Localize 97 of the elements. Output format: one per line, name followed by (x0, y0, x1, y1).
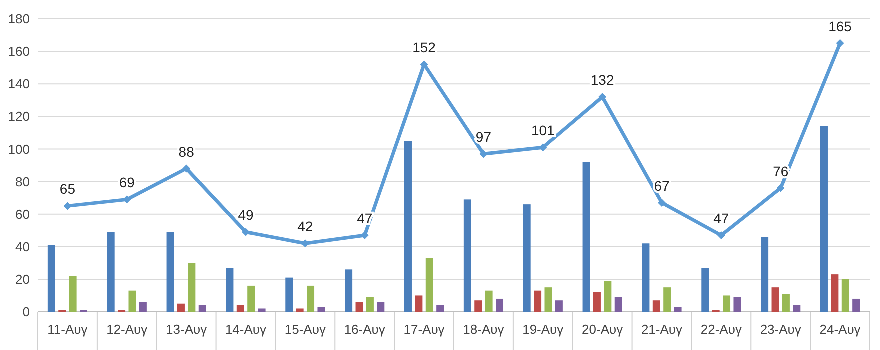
bar (523, 204, 531, 312)
bar (496, 298, 504, 312)
bar (107, 232, 115, 312)
point (598, 93, 607, 102)
x-tick-label: 14-Αυγ (225, 322, 268, 337)
data-label: 152 (412, 40, 436, 56)
bar (474, 300, 482, 312)
x-tick-label: 20-Αυγ (582, 322, 624, 337)
bar (248, 286, 256, 312)
data-label: 42 (298, 218, 314, 235)
bar (723, 296, 731, 312)
bar (236, 305, 244, 312)
bar (356, 302, 364, 312)
y-tick-label: 0 (22, 304, 30, 320)
point (776, 184, 785, 192)
bar (782, 294, 790, 312)
x-tick-label: 23-Αυγ (760, 322, 802, 337)
bar (593, 292, 601, 312)
x-tick-label: 17-Αυγ (404, 322, 446, 337)
x-tick-label: 16-Αυγ (344, 322, 386, 337)
bar (426, 258, 434, 312)
bar (415, 296, 423, 312)
y-tick-label: 40 (16, 239, 30, 254)
x-tick-label: 21-Αυγ (641, 322, 684, 337)
bar (485, 290, 493, 312)
bar (831, 274, 839, 312)
point (717, 231, 726, 240)
bar (139, 302, 147, 312)
bar (674, 307, 682, 312)
data-label: 49 (238, 207, 254, 224)
bar (464, 200, 472, 312)
y-tick-label: 60 (16, 206, 30, 222)
bar (307, 286, 315, 312)
x-tick-label: 13-Αυγ (166, 322, 208, 337)
bar (345, 270, 353, 312)
bar (166, 232, 174, 312)
bar (366, 297, 374, 312)
y-tick-label: 100 (8, 142, 30, 157)
bar (286, 278, 294, 312)
x-tick-label: 18-Αυγ (463, 322, 505, 337)
bar (734, 297, 742, 312)
bar (128, 290, 136, 312)
x-tick-label: 15-Αυγ (284, 322, 326, 337)
bar (614, 297, 622, 312)
y-tick-label: 140 (8, 76, 30, 92)
bar (642, 244, 650, 312)
bar (582, 162, 590, 312)
bar (761, 237, 769, 312)
bar (404, 141, 412, 312)
bar (69, 276, 77, 312)
x-tick-label: 12-Αυγ (106, 322, 148, 337)
bar (188, 263, 196, 312)
bar (296, 308, 304, 312)
y-tick-label: 180 (8, 12, 30, 27)
y-tick-label: 20 (16, 272, 30, 287)
data-label: 132 (590, 72, 614, 88)
data-label: 65 (60, 181, 76, 198)
bar (852, 298, 860, 312)
bar (604, 281, 612, 312)
y-tick-label: 160 (8, 44, 30, 60)
bar (318, 307, 326, 312)
bar (198, 305, 206, 312)
data-label: 165 (828, 18, 852, 34)
bar (820, 126, 828, 312)
point (539, 144, 548, 152)
data-label: 67 (654, 178, 670, 194)
bar (177, 304, 185, 312)
data-label: 97 (476, 129, 492, 146)
bar (534, 290, 542, 312)
bar (258, 308, 266, 312)
data-label: 88 (178, 144, 195, 160)
x-tick-label: 22-Αυγ (700, 322, 742, 337)
bar (793, 305, 801, 312)
point (242, 228, 250, 236)
bar (555, 300, 563, 312)
bar (842, 279, 850, 312)
data-label: 101 (531, 122, 556, 139)
bar (772, 288, 780, 312)
data-label: 47 (714, 210, 730, 226)
bar (664, 288, 672, 312)
bar (652, 300, 660, 312)
x-tick-label: 19-Αυγ (522, 322, 564, 337)
point (182, 164, 191, 173)
bar (226, 268, 234, 312)
x-tick-label: 11-Αυγ (48, 322, 88, 337)
point (658, 198, 666, 207)
bar (544, 288, 552, 312)
bar (436, 305, 444, 312)
y-tick-label: 120 (8, 109, 30, 124)
x-tick-label: 24-Αυγ (820, 322, 862, 337)
bar (702, 268, 710, 312)
y-tick-label: 80 (16, 174, 30, 190)
data-label: 69 (119, 174, 136, 191)
bar (48, 245, 56, 312)
bar (377, 302, 385, 312)
point (836, 39, 844, 48)
point (123, 196, 132, 204)
